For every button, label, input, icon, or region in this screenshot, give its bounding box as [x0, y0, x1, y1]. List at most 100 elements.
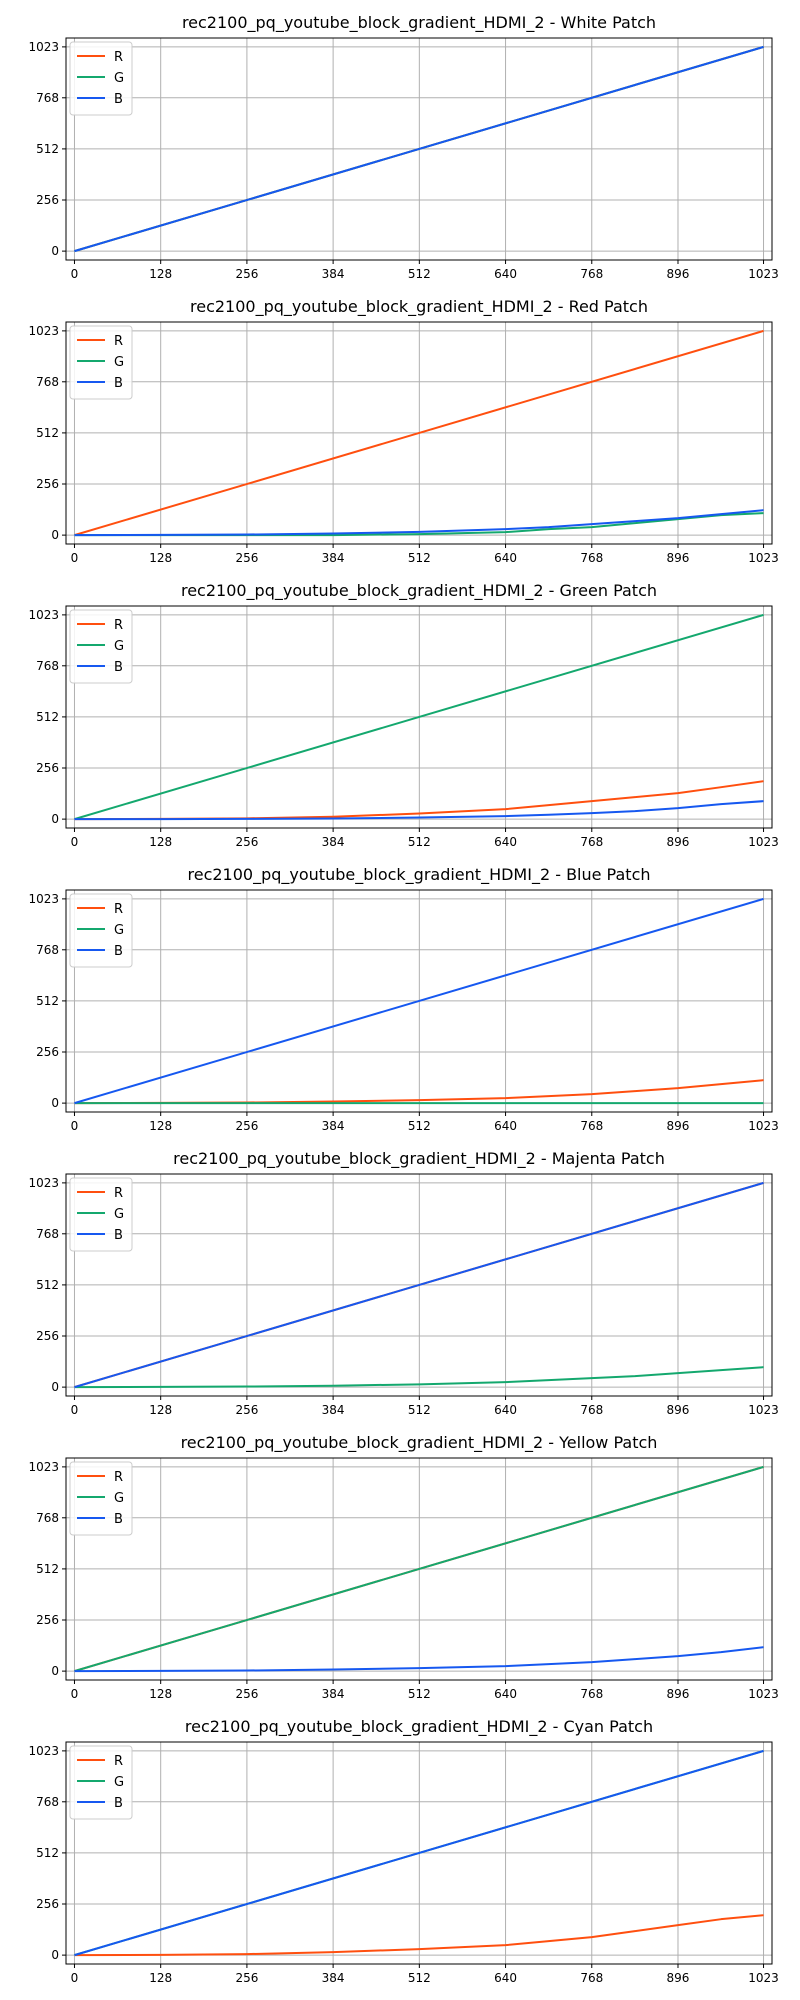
- y-tick-label: 0: [51, 528, 59, 542]
- chart-panel-1: rec2100_pq_youtube_block_gradient_HDMI_2…: [28, 13, 778, 281]
- legend-box: [69, 1745, 133, 1820]
- x-tick-label: 1023: [748, 1403, 779, 1417]
- y-tick-label: 0: [51, 1380, 59, 1394]
- x-tick-label: 256: [235, 1119, 258, 1133]
- chart-title: rec2100_pq_youtube_block_gradient_HDMI_2…: [173, 1149, 665, 1169]
- series-line-R: [74, 329, 764, 537]
- legend-label-R: R: [114, 1186, 123, 1201]
- y-tick-label: 1023: [28, 1176, 59, 1190]
- y-tick-label: 0: [51, 812, 59, 826]
- legend: RGB: [69, 41, 133, 116]
- y-tick-label: 512: [36, 142, 59, 156]
- y-tick-label: 768: [36, 1511, 59, 1525]
- x-tick-label: 0: [71, 1971, 79, 1985]
- x-tick-label: 0: [71, 835, 79, 849]
- y-tick-label: 768: [36, 659, 59, 673]
- series-line-G: [74, 613, 764, 821]
- y-tick-label: 256: [36, 1045, 59, 1059]
- y-tick-label: 256: [36, 761, 59, 775]
- x-tick-label: 896: [667, 1119, 690, 1133]
- x-tick-label: 384: [322, 1403, 345, 1417]
- chart-title: rec2100_pq_youtube_block_gradient_HDMI_2…: [185, 1717, 653, 1737]
- x-tick-label: 384: [322, 835, 345, 849]
- chart-title: rec2100_pq_youtube_block_gradient_HDMI_2…: [190, 297, 648, 317]
- chart-title: rec2100_pq_youtube_block_gradient_HDMI_2…: [182, 13, 656, 33]
- x-tick-label: 640: [494, 1971, 517, 1985]
- legend-label-B: B: [114, 92, 123, 107]
- x-tick-label: 512: [408, 1971, 431, 1985]
- x-tick-label: 768: [580, 835, 603, 849]
- x-tick-label: 896: [667, 551, 690, 565]
- legend-label-G: G: [114, 71, 124, 86]
- x-tick-label: 384: [322, 551, 345, 565]
- x-tick-label: 640: [494, 1687, 517, 1701]
- chart-panel-2: rec2100_pq_youtube_block_gradient_HDMI_2…: [28, 297, 778, 565]
- chart-title: rec2100_pq_youtube_block_gradient_HDMI_2…: [188, 865, 651, 885]
- x-tick-label: 512: [408, 551, 431, 565]
- y-tick-label: 512: [36, 710, 59, 724]
- chart-panel-3: rec2100_pq_youtube_block_gradient_HDMI_2…: [28, 581, 778, 849]
- legend-box: [69, 1461, 133, 1536]
- series-line-R: [74, 1914, 764, 1957]
- x-tick-label: 256: [235, 1971, 258, 1985]
- x-tick-label: 1023: [748, 835, 779, 849]
- legend: RGB: [69, 893, 133, 968]
- y-tick-label: 768: [36, 1227, 59, 1241]
- y-tick-label: 0: [51, 1948, 59, 1962]
- x-tick-label: 896: [667, 1403, 690, 1417]
- y-tick-label: 768: [36, 375, 59, 389]
- series-line-B: [74, 509, 764, 537]
- y-tick-label: 0: [51, 1664, 59, 1678]
- y-tick-label: 1023: [28, 1460, 59, 1474]
- x-tick-label: 768: [580, 1403, 603, 1417]
- y-tick-label: 256: [36, 1897, 59, 1911]
- x-tick-label: 640: [494, 1119, 517, 1133]
- legend-label-R: R: [114, 902, 123, 917]
- x-tick-label: 640: [494, 1403, 517, 1417]
- x-tick-label: 128: [149, 1119, 172, 1133]
- x-tick-label: 512: [408, 1687, 431, 1701]
- series-line-G: [74, 1465, 764, 1673]
- x-tick-label: 256: [235, 551, 258, 565]
- y-tick-label: 1023: [28, 40, 59, 54]
- legend-label-G: G: [114, 1491, 124, 1506]
- y-tick-label: 512: [36, 1278, 59, 1292]
- x-tick-label: 384: [322, 1687, 345, 1701]
- legend-label-R: R: [114, 1470, 123, 1485]
- legend-box: [69, 1177, 133, 1252]
- x-tick-label: 768: [580, 1971, 603, 1985]
- legend-label-B: B: [114, 1796, 123, 1811]
- chart-title: rec2100_pq_youtube_block_gradient_HDMI_2…: [181, 1433, 658, 1453]
- x-tick-label: 896: [667, 267, 690, 281]
- x-tick-label: 256: [235, 835, 258, 849]
- x-tick-label: 128: [149, 551, 172, 565]
- x-tick-label: 1023: [748, 551, 779, 565]
- x-tick-label: 256: [235, 1687, 258, 1701]
- legend-label-R: R: [114, 334, 123, 349]
- series-line-B: [74, 897, 764, 1105]
- series-line-B: [74, 1181, 764, 1389]
- y-tick-label: 512: [36, 994, 59, 1008]
- y-tick-label: 1023: [28, 1744, 59, 1758]
- y-tick-label: 0: [51, 244, 59, 258]
- y-tick-label: 512: [36, 1562, 59, 1576]
- legend-box: [69, 893, 133, 968]
- y-tick-label: 1023: [28, 608, 59, 622]
- x-tick-label: 0: [71, 551, 79, 565]
- x-tick-label: 256: [235, 1403, 258, 1417]
- y-tick-label: 0: [51, 1096, 59, 1110]
- x-tick-label: 1023: [748, 267, 779, 281]
- legend: RGB: [69, 1461, 133, 1536]
- x-tick-label: 768: [580, 1119, 603, 1133]
- legend-label-B: B: [114, 1512, 123, 1527]
- x-tick-label: 384: [322, 1971, 345, 1985]
- series-line-B: [74, 1646, 764, 1673]
- x-tick-label: 640: [494, 267, 517, 281]
- chart-panel-7: rec2100_pq_youtube_block_gradient_HDMI_2…: [28, 1717, 778, 1985]
- y-tick-label: 512: [36, 1846, 59, 1860]
- legend: RGB: [69, 1745, 133, 1820]
- x-tick-label: 640: [494, 835, 517, 849]
- x-tick-label: 768: [580, 267, 603, 281]
- legend-label-B: B: [114, 376, 123, 391]
